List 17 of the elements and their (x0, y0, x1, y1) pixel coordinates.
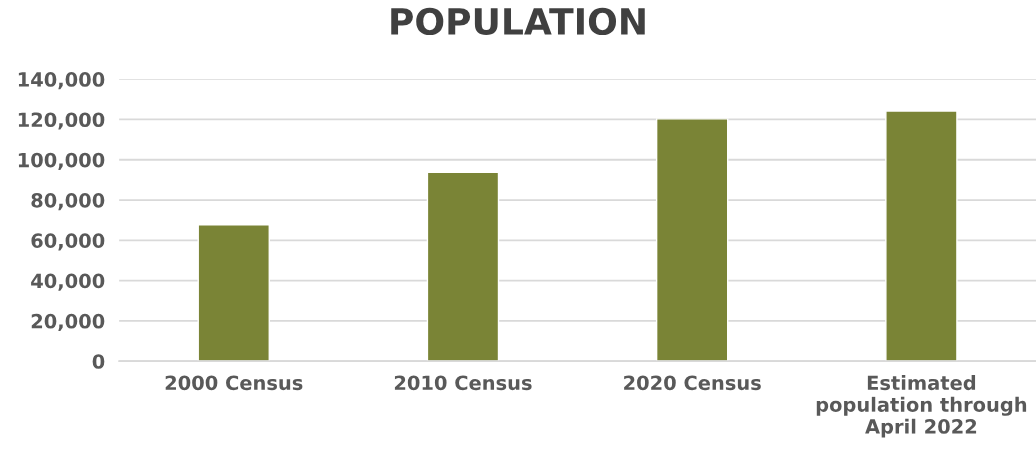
chart-title: POPULATION (391, 7, 645, 36)
y-tick-label: 80,000 (31, 192, 105, 211)
y-tick-label: 20,000 (31, 313, 105, 332)
bar (885, 110, 958, 362)
x-tick-label: Estimated population through April 2022 (816, 375, 1027, 438)
x-tick-label: 2000 Census (165, 375, 303, 391)
bar (197, 224, 270, 362)
x-tick-label: 2020 Census (624, 375, 761, 391)
bar (655, 118, 729, 362)
y-tick-label: 0 (92, 354, 105, 369)
y-tick-label: 140,000 (18, 72, 105, 90)
y-tick-label: 60,000 (31, 233, 105, 251)
y-tick-label: 100,000 (18, 152, 105, 170)
y-tick-label: 40,000 (31, 273, 105, 291)
x-tick-label: 2010 Census (394, 375, 532, 391)
bar (426, 171, 500, 362)
y-tick-label: 120,000 (18, 112, 105, 130)
